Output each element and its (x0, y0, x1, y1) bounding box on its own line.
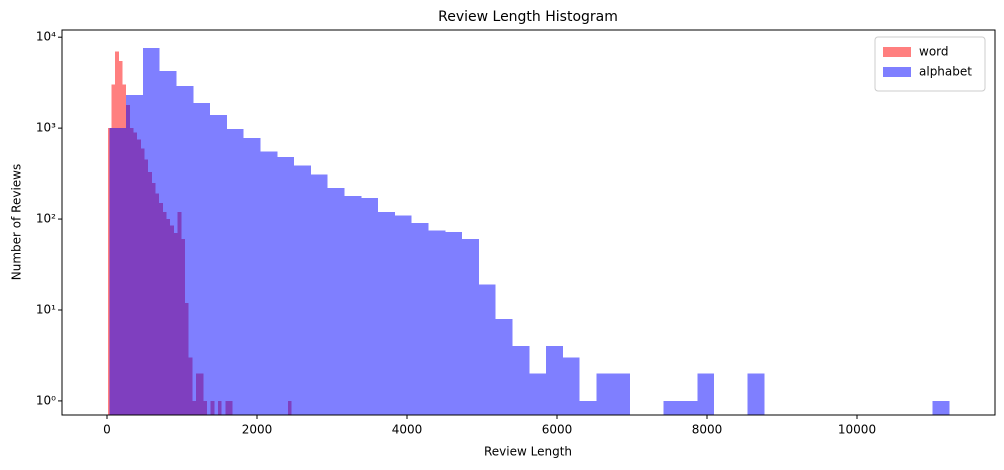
histogram-bar (697, 373, 715, 415)
histogram-bar (462, 239, 479, 415)
histogram-bar (613, 373, 631, 415)
legend-swatch (883, 67, 911, 77)
histogram-bar (378, 211, 395, 415)
y-tick-label: 10³ (36, 121, 56, 135)
y-tick-label: 10² (36, 212, 56, 226)
histogram-bar (226, 128, 244, 415)
histogram-bar (411, 223, 429, 415)
histogram-bar (344, 195, 362, 415)
histogram-bar (428, 230, 446, 415)
histogram-bar (260, 151, 278, 416)
x-tick-label: 10000 (838, 423, 876, 437)
histogram-bar (747, 373, 765, 415)
y-tick-label: 10⁰ (36, 393, 56, 407)
y-tick-label: 10¹ (36, 302, 56, 316)
histogram-bar (596, 373, 614, 415)
histogram-bar (243, 137, 261, 415)
histogram-bar (294, 165, 311, 415)
plot-frame (61, 29, 996, 416)
legend-swatch (883, 47, 911, 57)
histogram-bar (159, 70, 177, 415)
x-axis-label: Review Length (484, 445, 572, 459)
histogram-bar (562, 357, 580, 415)
histogram-bar (512, 346, 530, 415)
histogram-bar (680, 400, 698, 415)
y-axis-label: Number of Reviews (10, 164, 24, 280)
histogram-bar (193, 102, 211, 415)
histogram-bar (495, 318, 513, 415)
histogram-bar (109, 128, 127, 415)
legend-label: alphabet (919, 65, 972, 79)
x-tick-label: 8000 (692, 423, 723, 437)
histogram-bar (277, 157, 295, 415)
histogram-bar (932, 400, 950, 415)
histogram-bar (663, 400, 681, 415)
histogram-bar (394, 215, 412, 415)
x-tick-label: 2000 (242, 423, 273, 437)
x-tick-label: 6000 (542, 423, 573, 437)
x-tick-label: 4000 (392, 423, 423, 437)
histogram-bar (327, 187, 345, 415)
histogram-bar (445, 232, 463, 415)
histogram-bar (210, 114, 227, 416)
histogram-bar (529, 373, 547, 415)
y-tick-label: 10⁴ (36, 30, 56, 44)
histogram-bar (579, 400, 597, 415)
histogram-bar (176, 86, 194, 415)
histogram-bar (142, 48, 160, 416)
histogram-bar (546, 346, 563, 415)
x-tick-label: 0 (103, 423, 111, 437)
legend-label: word (919, 45, 949, 59)
histogram-bar (126, 95, 143, 416)
histogram-bar (361, 198, 379, 415)
histogram-bar (478, 284, 496, 415)
chart-title: Review Length Histogram (438, 9, 618, 25)
histogram-bar (310, 174, 328, 415)
